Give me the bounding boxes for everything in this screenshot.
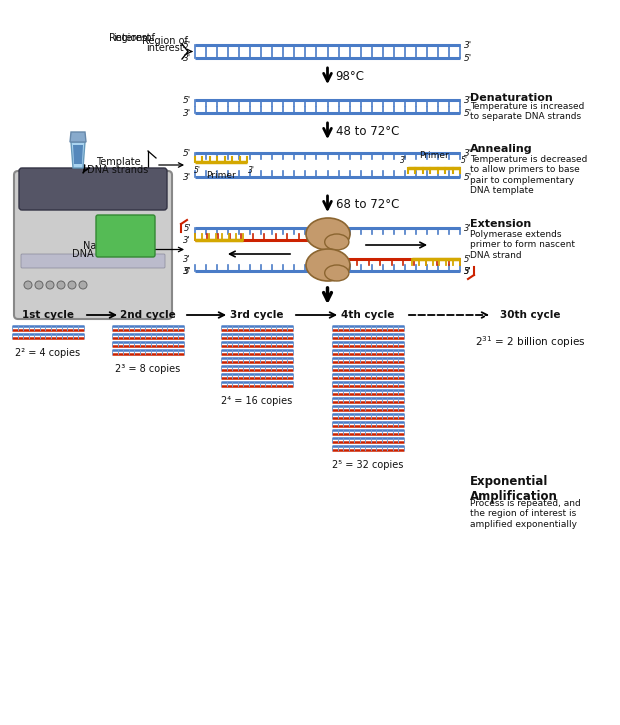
Circle shape: [57, 281, 65, 289]
Text: interest: interest: [146, 43, 184, 53]
Text: Polymerase extends
primer to form nascent
DNA strand: Polymerase extends primer to form nascen…: [470, 230, 575, 260]
Text: 3': 3': [464, 96, 472, 104]
Text: 2⁵ = 32 copies: 2⁵ = 32 copies: [332, 460, 404, 470]
Text: Extension: Extension: [470, 219, 531, 229]
Text: 5': 5': [461, 156, 468, 165]
Text: 68 to 72°C: 68 to 72°C: [335, 197, 399, 210]
Polygon shape: [70, 132, 86, 142]
Text: 3': 3': [184, 236, 191, 244]
Text: $2^{31}$ = 2 billion copies: $2^{31}$ = 2 billion copies: [475, 334, 585, 349]
Text: 3': 3': [464, 41, 472, 49]
Text: 3': 3': [183, 173, 191, 181]
Text: 1st cycle: 1st cycle: [22, 310, 74, 320]
Text: 2² = 4 copies: 2² = 4 copies: [16, 348, 81, 358]
Text: 2nd cycle: 2nd cycle: [120, 310, 176, 320]
Text: Region of: Region of: [109, 33, 155, 43]
Text: interest: interest: [113, 22, 151, 43]
Text: 3': 3': [464, 149, 472, 157]
Text: 3': 3': [464, 223, 472, 233]
Text: 98°C: 98°C: [335, 70, 365, 83]
Text: Primer: Primer: [206, 171, 236, 180]
Ellipse shape: [325, 234, 349, 250]
Text: 3': 3': [183, 54, 191, 62]
Text: Temperature is increased
to separate DNA strands: Temperature is increased to separate DNA…: [470, 102, 585, 121]
Text: 3': 3': [183, 109, 191, 117]
Polygon shape: [73, 145, 83, 164]
Text: 3rd cycle: 3rd cycle: [230, 310, 284, 320]
Text: Annealing: Annealing: [470, 144, 533, 154]
Text: 5': 5': [464, 254, 472, 263]
Ellipse shape: [325, 265, 349, 281]
Text: Exponential
Amplification: Exponential Amplification: [470, 475, 558, 503]
Text: Denaturation: Denaturation: [470, 93, 553, 103]
Text: 2⁴ = 16 copies: 2⁴ = 16 copies: [221, 396, 293, 406]
Text: 5': 5': [183, 96, 191, 104]
Text: DNA strands: DNA strands: [73, 249, 134, 259]
Text: 5': 5': [464, 173, 472, 181]
Text: 5': 5': [183, 149, 191, 157]
Text: Primer: Primer: [419, 151, 449, 160]
Ellipse shape: [306, 218, 350, 250]
Text: 4th cycle: 4th cycle: [342, 310, 395, 320]
Text: 3': 3': [184, 267, 191, 276]
Circle shape: [24, 281, 32, 289]
Text: 3': 3': [400, 156, 407, 165]
Text: Process is repeated, and
the region of interest is
amplified exponentially: Process is repeated, and the region of i…: [470, 499, 581, 529]
Text: 3': 3': [464, 267, 472, 276]
Text: 3': 3': [248, 166, 255, 175]
Text: Region of: Region of: [142, 36, 188, 46]
FancyBboxPatch shape: [19, 168, 167, 210]
Text: 3': 3': [184, 254, 191, 263]
Text: 5': 5': [194, 166, 201, 175]
Circle shape: [46, 281, 54, 289]
Text: Template: Template: [95, 157, 140, 167]
Text: 5': 5': [464, 54, 472, 62]
Text: 2³ = 8 copies: 2³ = 8 copies: [115, 364, 180, 374]
Text: 5': 5': [464, 109, 472, 117]
Circle shape: [79, 281, 87, 289]
Text: 30th cycle: 30th cycle: [500, 310, 560, 320]
Circle shape: [35, 281, 43, 289]
FancyBboxPatch shape: [21, 254, 165, 268]
Text: 5': 5': [184, 223, 191, 233]
Polygon shape: [71, 142, 85, 168]
Text: 5': 5': [183, 41, 191, 49]
FancyBboxPatch shape: [14, 171, 172, 319]
Text: 5': 5': [464, 267, 472, 276]
Text: Temperature is decreased
to allow primers to base
pair to complementary
DNA temp: Temperature is decreased to allow primer…: [470, 155, 587, 195]
Text: DNA strands: DNA strands: [87, 165, 149, 175]
Text: Nascent: Nascent: [83, 241, 123, 251]
Text: 48 to 72°C: 48 to 72°C: [335, 125, 399, 138]
Ellipse shape: [306, 249, 350, 281]
Text: 5': 5': [184, 267, 191, 276]
FancyBboxPatch shape: [96, 215, 155, 257]
Circle shape: [68, 281, 76, 289]
